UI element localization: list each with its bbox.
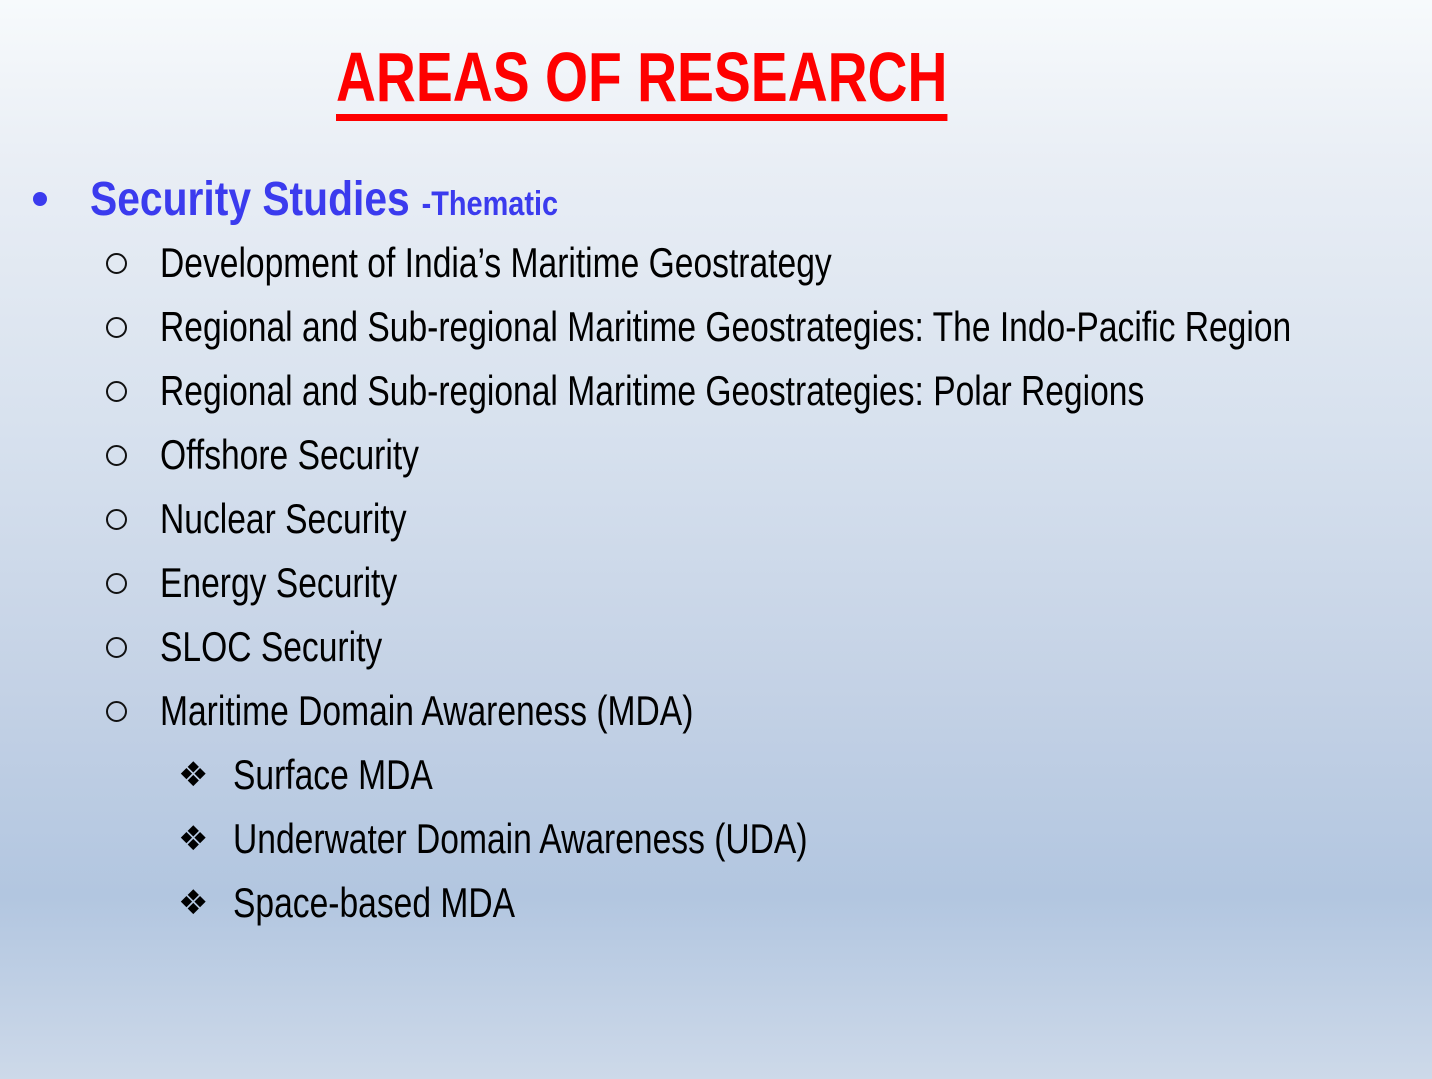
list-item: Energy Security [0,551,1432,615]
heading-row: Security Studies -Thematic [0,167,1432,231]
list-item: Maritime Domain Awareness (MDA) [0,679,1432,743]
heading-main-label: Security Studies [90,172,410,226]
four-diamond-bullet-icon: ❖ [178,820,209,858]
list-item-sub: ❖ Surface MDA [0,743,1432,807]
list-item-label: Space-based MDA [233,879,516,926]
list-item: Offshore Security [0,423,1432,487]
list-item-label: Nuclear Security [160,495,407,542]
list-item-label: Energy Security [160,559,398,606]
open-circle-bullet-icon [106,636,127,658]
open-circle-bullet-icon [106,508,127,530]
open-circle-bullet-icon [106,316,127,338]
list-item: Development of India’s Maritime Geostrat… [0,231,1432,295]
list-item-label: Surface MDA [233,751,433,798]
list-item-label: Underwater Domain Awareness (UDA) [233,815,808,862]
list-item-label: SLOC Security [160,623,383,670]
four-diamond-bullet-icon: ❖ [178,884,209,922]
open-circle-bullet-icon [106,444,127,466]
list-item: Regional and Sub-regional Maritime Geost… [0,359,1432,423]
open-circle-bullet-icon [106,252,127,274]
heading-suffix-label: -Thematic [421,184,559,223]
open-circle-bullet-icon [106,700,127,722]
list-item-label: Regional and Sub-regional Maritime Geost… [160,367,1145,414]
list-item-label: Regional and Sub-regional Maritime Geost… [160,303,1292,350]
list-item-label: Offshore Security [160,431,419,478]
list-item: Regional and Sub-regional Maritime Geost… [0,295,1432,359]
list-item: Nuclear Security [0,487,1432,551]
heading-text: Security Studies -Thematic [90,172,558,227]
list-item-label: Maritime Domain Awareness (MDA) [160,687,694,734]
list-item-sub: ❖ Space-based MDA [0,871,1432,935]
four-diamond-bullet-icon: ❖ [178,756,209,794]
bullet-list: Development of India’s Maritime Geostrat… [0,231,1432,935]
filled-circle-bullet-icon [33,192,47,206]
page-title: AREAS OF RESEARCH [336,38,948,116]
open-circle-bullet-icon [106,380,127,402]
list-item: SLOC Security [0,615,1432,679]
open-circle-bullet-icon [106,572,127,594]
list-item-sub: ❖ Underwater Domain Awareness (UDA) [0,807,1432,871]
list-item-label: Development of India’s Maritime Geostrat… [160,239,832,286]
